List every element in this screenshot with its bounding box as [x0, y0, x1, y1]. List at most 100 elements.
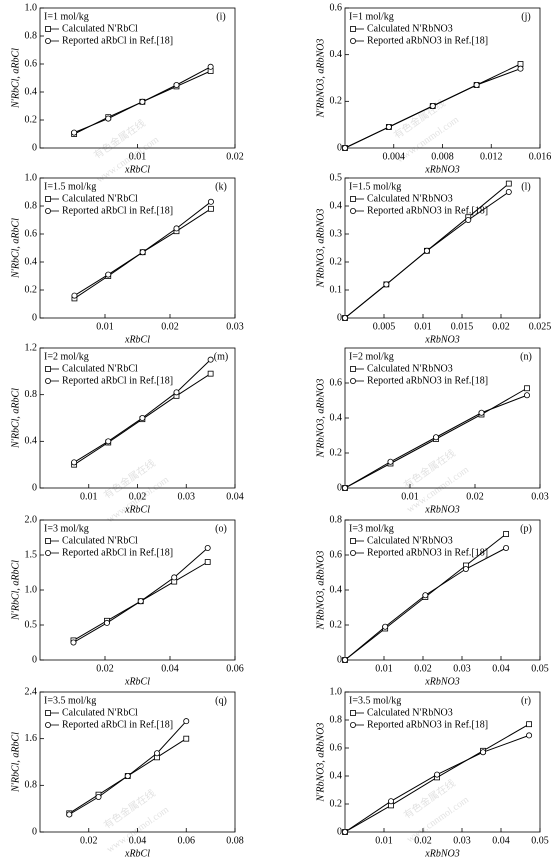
panel: 0 0.8 1.6 2.4 0.02 0.04 0.06 0.08 xRbCl N′RbCl, a… [10, 686, 243, 859]
panel-label: (o) [215, 523, 227, 534]
x-axis-label: xRbCl [124, 164, 150, 175]
legend-label: Reported aRbCl in Ref.[18] [62, 205, 173, 216]
marker-circle [207, 198, 214, 205]
marker-circle [462, 566, 469, 573]
marker-square [350, 196, 356, 202]
y-tick-label: 0.2 [25, 284, 38, 295]
x-axis-label: xRbNO3 [424, 504, 459, 515]
marker-circle [45, 550, 52, 557]
x-tick-label: 0.02 [492, 321, 510, 332]
condition-label: I=2 mol/kg [44, 351, 89, 362]
y-tick-label: 1.0 [25, 584, 38, 595]
x-axis-label: xRbCl [124, 676, 150, 687]
x-tick-label: 0.06 [178, 835, 196, 846]
x-tick-label: 0.01 [375, 663, 393, 674]
marker-circle [183, 718, 190, 725]
x-axis-label: xRbNO3 [424, 848, 459, 859]
marker-square [505, 180, 512, 187]
y-tick-label: 1.0 [25, 2, 38, 13]
marker-circle [434, 771, 441, 778]
panel-label: (i) [216, 11, 225, 22]
y-tick-label: 1.0 [25, 172, 38, 183]
legend-label: Calculated N′RbNO3 [367, 707, 453, 718]
x-tick-label: 0.04 [492, 663, 510, 674]
marker-circle [95, 794, 102, 801]
x-tick-label: 0.03 [531, 491, 549, 502]
marker-circle [71, 459, 78, 466]
legend-label: Calculated N′RbCl [62, 363, 138, 374]
y-axis-label: N′RbCl, aRbCl [10, 388, 21, 449]
y-tick-label: 0.8 [25, 30, 38, 41]
marker-circle [207, 63, 214, 70]
marker-circle [349, 38, 356, 45]
y-tick-label: 0.4 [330, 770, 343, 781]
panel: 0 0.1 0.2 0.3 0.4 0.5 0.005 0.01 0.015 0.02 0.025 x… [315, 172, 551, 345]
y-tick-label: 1.0 [330, 686, 343, 697]
y-tick-label: 0.4 [25, 86, 38, 97]
marker-circle [465, 216, 472, 223]
marker-square [183, 735, 190, 742]
marker-circle [124, 773, 131, 780]
x-tick-label: 0.04 [129, 835, 147, 846]
y-tick-label: 1.6 [25, 733, 38, 744]
x-tick-label: 0.02 [226, 151, 244, 162]
y-tick-label: 0 [32, 312, 37, 323]
marker-circle [153, 750, 160, 757]
x-tick-label: 0.02 [414, 835, 432, 846]
plot-frame [344, 177, 541, 319]
y-tick-label: 0.6 [25, 228, 38, 239]
y-tick-label: 0.1 [330, 284, 343, 295]
marker-circle [423, 247, 430, 254]
x-tick-label: 0.02 [80, 835, 98, 846]
marker-circle [505, 188, 512, 195]
y-tick-label: 0.8 [25, 200, 38, 211]
condition-label: I=3 mol/kg [349, 523, 394, 534]
marker-circle [388, 798, 395, 805]
marker-circle [103, 619, 110, 626]
legend-label: Calculated N′RbCl [62, 23, 138, 34]
y-tick-label: 0.4 [25, 436, 38, 447]
marker-circle [480, 749, 487, 756]
legend-label: Calculated N′RbNO3 [367, 193, 453, 204]
marker-circle [478, 409, 485, 416]
y-tick-label: 0.2 [330, 96, 343, 107]
y-tick-label: 0 [337, 482, 342, 493]
x-tick-label: 0.008 [431, 151, 454, 162]
panel-label: (n) [520, 351, 532, 362]
legend-label: Calculated N′RbCl [62, 707, 138, 718]
legend-label: Calculated N′RbCl [62, 535, 138, 546]
y-axis-label: N′RbNO3, aRbNO3 [315, 723, 326, 803]
legend-label: Reported aRbNO3 in Ref.[18] [367, 547, 488, 558]
y-tick-label: 0 [337, 312, 342, 323]
legend-label: Reported aRbCl in Ref.[18] [62, 547, 173, 558]
panel: 0 0.2 0.4 0.6 0.004 0.008 0.012 0.016 xRbNO3 N′Rb… [315, 2, 551, 175]
marker-square [350, 26, 356, 32]
x-tick-label: 0.01 [401, 491, 419, 502]
condition-label: I=3.5 mol/kg [349, 695, 401, 706]
marker-square [204, 559, 211, 565]
x-axis-label: xRbNO3 [424, 334, 459, 345]
marker-square [45, 26, 51, 32]
marker-circle [70, 639, 77, 646]
marker-circle [349, 550, 356, 557]
marker-circle [207, 356, 214, 363]
panel-label: (j) [521, 11, 530, 22]
y-tick-label: 0.8 [330, 514, 343, 525]
y-tick-label: 0.6 [330, 377, 343, 388]
marker-circle [45, 377, 52, 384]
series-line [68, 720, 187, 815]
marker-square [45, 196, 51, 202]
y-tick-label: 0.4 [330, 412, 343, 423]
marker-circle [503, 545, 510, 552]
watermark-url: www.cnnmol.com [105, 474, 171, 525]
x-tick-label: 0.02 [466, 491, 484, 502]
x-tick-label: 0.02 [161, 321, 179, 332]
marker-circle [71, 129, 78, 136]
y-tick-label: 0.8 [25, 389, 38, 400]
marker-square [45, 366, 51, 372]
marker-square [503, 531, 509, 537]
x-tick-label: 0.02 [129, 491, 147, 502]
marker-circle [473, 82, 480, 89]
y-axis-label: N′RbNO3, aRbNO3 [315, 551, 326, 631]
marker-circle [341, 144, 348, 151]
